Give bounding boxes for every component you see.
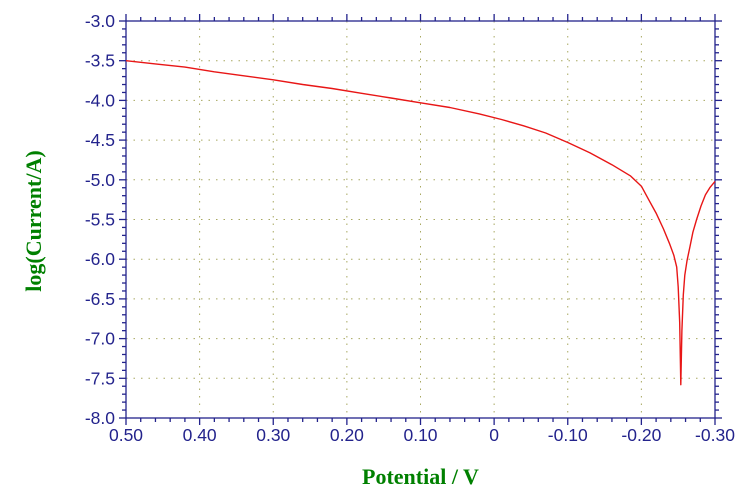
x-tick-label: 0.20 [330, 425, 364, 445]
x-tick-label: 0.50 [109, 425, 143, 445]
plot-border [125, 20, 716, 419]
x-tick-label: -0.30 [695, 425, 735, 445]
x-axis-title: Potential / V [362, 464, 479, 489]
data-series-line [125, 60, 716, 386]
x-tick-label: 0.10 [403, 425, 437, 445]
y-tick-label: -5.5 [85, 210, 115, 230]
y-tick-label: -5.0 [85, 170, 115, 190]
y-tick-label: -7.0 [85, 329, 115, 349]
y-tick-label: -6.5 [85, 289, 115, 309]
x-tick-label: 0 [489, 425, 499, 445]
y-tick-label: -8.0 [85, 408, 115, 428]
y-tick-label: -4.0 [85, 90, 115, 110]
y-tick-label: -3.0 [85, 11, 115, 31]
x-tick-label: 0.30 [256, 425, 290, 445]
y-tick-label: -4.5 [85, 130, 115, 150]
y-tick-label: -7.5 [85, 368, 115, 388]
x-tick-label: 0.40 [183, 425, 217, 445]
y-tick-label: -6.0 [85, 249, 115, 269]
y-axis-title: log(Current/A) [21, 150, 46, 292]
y-tick-label: -3.5 [85, 51, 115, 71]
x-tick-label: -0.10 [548, 425, 588, 445]
x-tick-label: -0.20 [621, 425, 661, 445]
